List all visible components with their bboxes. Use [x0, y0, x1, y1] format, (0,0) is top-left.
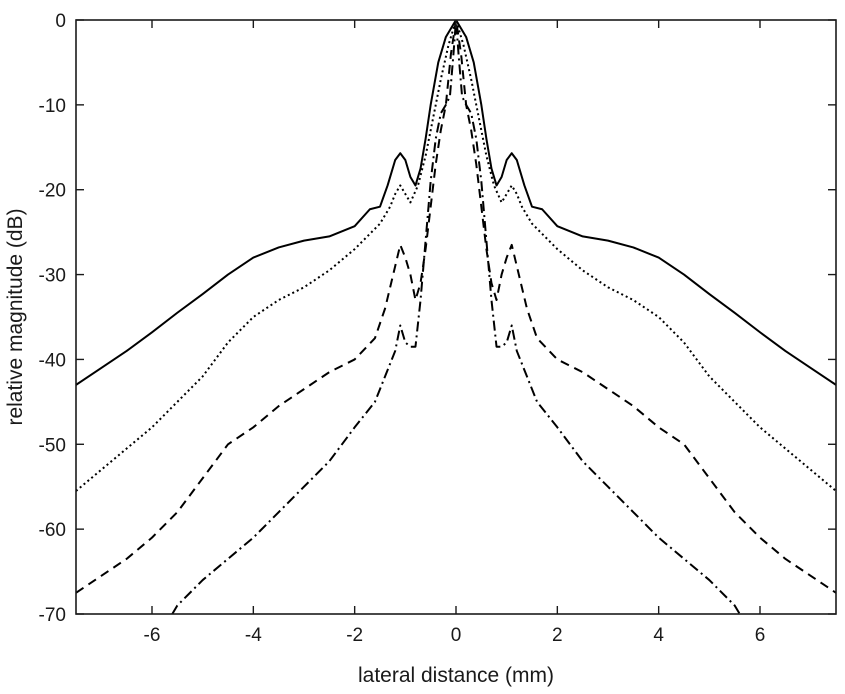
y-axis-label: relative magnitude (dB): [4, 208, 27, 425]
x-axis-label: lateral distance (mm): [358, 664, 554, 687]
y-tick-label: -40: [39, 350, 66, 371]
x-tick-label: -6: [144, 625, 161, 646]
y-tick-label: -50: [39, 435, 66, 456]
y-tick-label: -10: [39, 96, 66, 117]
y-tick-label: 0: [55, 11, 66, 32]
series-line-solid: [76, 20, 836, 386]
x-tick-label: -4: [245, 625, 262, 646]
y-tick-label: -60: [39, 520, 66, 541]
x-tick-label: 4: [653, 625, 664, 646]
y-tick-label: -70: [39, 605, 66, 626]
series-line-dashed: [76, 20, 836, 594]
x-tick-label: -2: [346, 625, 363, 646]
x-tick-label: 2: [552, 625, 563, 646]
series-line-dashdot: [171, 20, 741, 614]
x-tick-label: 6: [755, 625, 766, 646]
x-tick-label: 0: [451, 625, 462, 646]
y-tick-label: -30: [39, 266, 66, 287]
y-tick-label: -20: [39, 181, 66, 202]
plot-frame: [75, 19, 837, 615]
series-layer: [76, 20, 836, 614]
